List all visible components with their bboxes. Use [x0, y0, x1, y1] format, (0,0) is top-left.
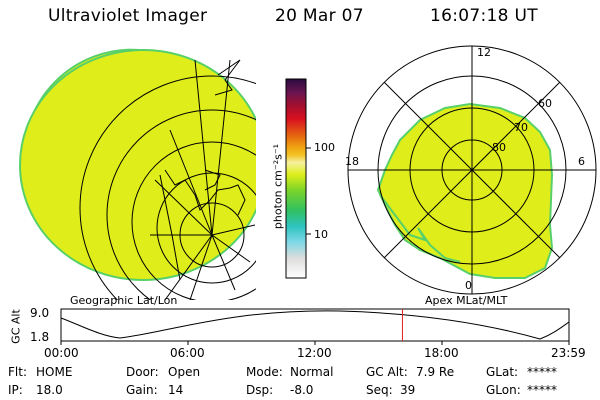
- mlt-label-12: 12: [477, 46, 491, 59]
- flt-value: HOME: [36, 365, 73, 379]
- mlt-label-0: 0: [465, 279, 472, 292]
- uv-emission-disk: [19, 49, 256, 281]
- right-panel-label: Apex MLat/MLT: [425, 294, 508, 307]
- flt-label: Flt:: [8, 365, 27, 379]
- ip-label: IP:: [8, 383, 23, 397]
- colorbar-tick-10: 10: [314, 228, 328, 241]
- mlat-label-70: 70: [514, 121, 528, 134]
- orbit-xtick: 18:00: [424, 346, 459, 360]
- colorbar-tick-100: 100: [314, 141, 335, 154]
- altitude-curve: [60, 310, 570, 340]
- orbit-ytick-high: 9.0: [30, 306, 50, 320]
- instrument-title: Ultraviolet Imager: [48, 6, 208, 26]
- mlt-label-18: 18: [345, 155, 359, 168]
- mode-label: Mode:: [246, 365, 283, 379]
- coastline-outline: [159, 59, 246, 281]
- mlt-label-6: 6: [578, 155, 585, 168]
- gain-value: 14: [168, 383, 184, 397]
- gcalt-value: 7.9 Re: [416, 365, 455, 379]
- mlat-label-80: 80: [492, 141, 506, 154]
- orbit-xtick: 12:00: [297, 346, 332, 360]
- seq-label: Seq:: [366, 383, 393, 397]
- gcalt-label: GC Alt:: [366, 365, 408, 379]
- orbit-xtick: 23:59: [551, 346, 586, 360]
- uv-emission-oval-edge: [379, 194, 461, 263]
- gain-label: Gain:: [126, 383, 158, 397]
- polar-grid: [347, 45, 597, 295]
- ip-value: 18.0: [36, 383, 63, 397]
- dsp-value: -8.0: [290, 383, 314, 397]
- glon-label: GLon:: [486, 383, 521, 397]
- left-panel-label: Geographic Lat/Lon: [70, 294, 178, 307]
- image-time: 16:07:18 UT: [430, 6, 538, 26]
- door-value: Open: [168, 365, 201, 379]
- door-label: Door:: [126, 365, 159, 379]
- lat-lon-grid: [79, 59, 256, 300]
- image-date: 20 Mar 07: [275, 6, 364, 26]
- orbit-ytick-low: 1.8: [30, 330, 50, 344]
- mlat-label-60: 60: [538, 97, 552, 110]
- mode-value: Normal: [290, 365, 334, 379]
- dsp-label: Dsp:: [246, 383, 274, 397]
- glon-value: *****: [527, 383, 557, 397]
- glat-label: GLat:: [486, 365, 519, 379]
- orbit-axis-title: GC Alt: [9, 309, 23, 344]
- orbit-xtick: 00:00: [44, 346, 79, 360]
- glat-value: *****: [527, 365, 557, 379]
- orbit-xtick: 06:00: [170, 346, 205, 360]
- seq-value: 39: [400, 383, 416, 397]
